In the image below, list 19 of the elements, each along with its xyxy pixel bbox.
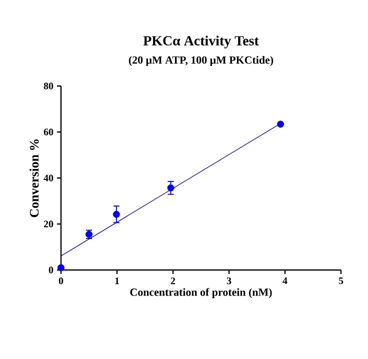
y-tick-label: 0 — [48, 266, 54, 274]
y-tick-label: 20 — [44, 220, 54, 228]
x-tick-label: 1 — [115, 278, 119, 284]
x-tick-label: 2 — [170, 278, 176, 284]
y-tick-label: 80 — [44, 82, 54, 90]
x-tick-label: 0 — [58, 278, 64, 284]
x-tick-label: 3 — [226, 278, 232, 284]
y-axis-title: Conversion % — [30, 139, 39, 218]
x-tick-label: 4 — [282, 277, 288, 284]
point — [277, 120, 284, 128]
point — [112, 210, 120, 218]
chart-subtitle: (20 μM ATP, 100 μM PKCtide) — [128, 56, 274, 66]
x-axis-title: Concentration of protein (nM) — [130, 288, 272, 298]
chart-title: PKCα Activity Test — [143, 36, 259, 48]
point — [167, 184, 174, 192]
x-tick-label: 5 — [338, 277, 344, 284]
y-tick-label: 40 — [44, 174, 54, 182]
point — [58, 264, 64, 272]
y-tick-label: 60 — [44, 128, 54, 136]
